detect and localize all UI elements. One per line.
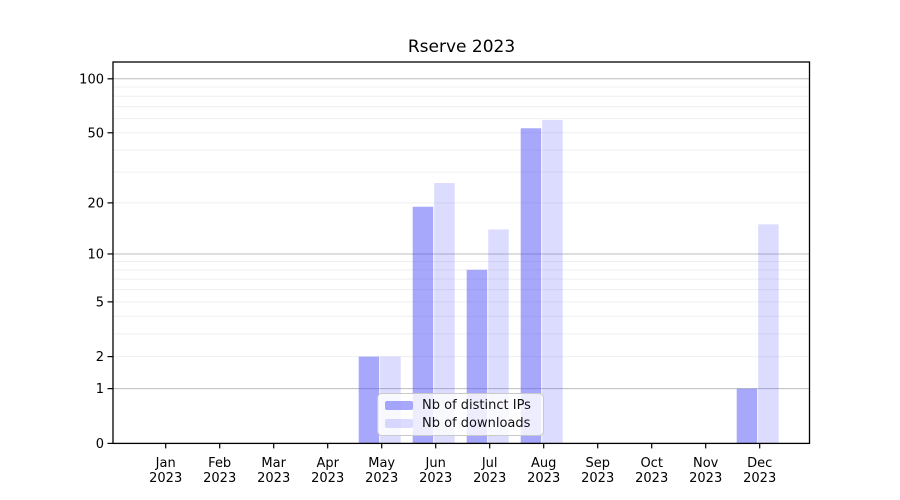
legend-swatch-downloads (385, 419, 413, 428)
x-tick-label-year-nov: 2023 (689, 471, 722, 486)
y-tick-label-50: 50 (87, 126, 104, 141)
x-axis: Jan2023Feb2023Mar2023Apr2023May2023Jun20… (149, 443, 776, 486)
gridlines-minor (113, 86, 810, 358)
legend-row-downloads: Nb of downloads (385, 416, 543, 431)
x-tick-label-month-aug: Aug (531, 456, 556, 471)
bar-dec-nb-of-downloads (758, 224, 779, 444)
y-tick-label-20: 20 (87, 196, 104, 211)
x-tick-label-month-jun: Jun (425, 456, 446, 471)
x-tick-label-month-nov: Nov (693, 456, 719, 471)
gridlines-major (113, 78, 810, 390)
legend-swatch-distinct-ips (385, 401, 413, 410)
x-tick-label-year-jun: 2023 (419, 471, 452, 486)
bar-jul-nb-of-downloads (488, 229, 509, 444)
legend-row-distinct-ips: Nb of distinct IPs (385, 398, 543, 413)
x-tick-label-year-dec: 2023 (743, 471, 776, 486)
x-tick-label-month-apr: Apr (316, 456, 339, 471)
bar-may-nb-of-distinct-ips (358, 356, 380, 444)
x-tick-label-year-sep: 2023 (581, 471, 614, 486)
x-tick-label-month-may: May (368, 456, 395, 471)
bar-aug-nb-of-distinct-ips (520, 128, 542, 444)
bar-aug-nb-of-downloads (542, 119, 563, 444)
x-tick-label-month-oct: Oct (640, 456, 662, 471)
y-tick-label-100: 100 (79, 72, 104, 87)
y-axis: 0 1 2 5 10 20 50 100 (79, 72, 113, 452)
x-tick-label-year-feb: 2023 (203, 471, 236, 486)
legend-label-distinct-ips: Nb of distinct IPs (422, 398, 531, 413)
y-tick-label-0: 0 (96, 437, 104, 452)
bars-nb-of-distinct-ips (358, 128, 758, 444)
x-tick-label-year-apr: 2023 (311, 471, 344, 486)
x-tick-label-year-aug: 2023 (527, 471, 560, 486)
x-tick-label-month-jul: Jul (481, 456, 498, 471)
x-tick-label-year-oct: 2023 (635, 471, 668, 486)
legend-label-downloads: Nb of downloads (422, 416, 531, 431)
legend: Nb of distinct IPs Nb of downloads (377, 393, 544, 436)
y-tick-label-5: 5 (96, 295, 104, 310)
bar-jun-nb-of-distinct-ips (412, 206, 434, 444)
x-tick-label-month-jan: Jan (155, 456, 176, 471)
x-tick-label-month-sep: Sep (585, 456, 610, 471)
x-tick-label-year-mar: 2023 (257, 471, 290, 486)
x-tick-label-year-may: 2023 (365, 471, 398, 486)
chart-title: Rserve 2023 (407, 37, 516, 57)
x-tick-label-month-mar: Mar (261, 456, 286, 471)
plot-frame (112, 61, 811, 445)
x-tick-label-month-dec: Dec (747, 456, 772, 471)
bar-jun-nb-of-downloads (434, 183, 455, 444)
x-tick-label-year-jan: 2023 (149, 471, 182, 486)
x-tick-label-year-jul: 2023 (473, 471, 506, 486)
x-tick-label-month-feb: Feb (208, 456, 231, 471)
bar-dec-nb-of-distinct-ips (736, 388, 758, 444)
y-tick-label-2: 2 (96, 350, 104, 365)
y-tick-label-10: 10 (87, 247, 104, 262)
y-tick-label-1: 1 (96, 382, 104, 397)
